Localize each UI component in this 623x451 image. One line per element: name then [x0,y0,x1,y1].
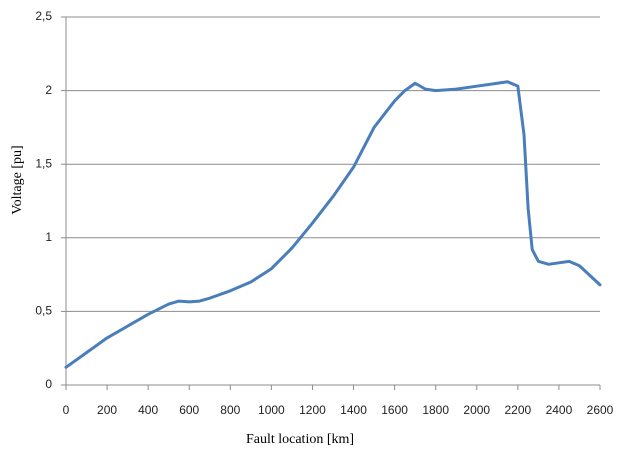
x-tick-label: 200 [97,403,117,417]
y-tick-label: 2,5 [35,9,52,23]
x-tick-label: 1600 [381,403,408,417]
x-tick-label: 1200 [299,403,326,417]
y-tick-label: 0,5 [35,304,52,318]
x-axis-title: Fault location [km] [246,432,354,447]
x-tick-label: 400 [138,403,158,417]
x-tick-label: 1800 [422,403,449,417]
y-tick-label: 1,5 [35,156,52,170]
y-tick-label: 1 [45,230,52,244]
x-tick-label: 2000 [463,403,490,417]
data-line [64,80,602,369]
y-tick-label: 2 [45,83,52,97]
x-tick-label: 1400 [340,403,367,417]
x-tick-label: 600 [179,403,199,417]
x-tick-label: 1000 [258,403,285,417]
y-tick-label: 0 [45,377,52,391]
x-tick-label: 800 [220,403,240,417]
x-tick-label: 0 [63,403,70,417]
x-tick-label: 2200 [504,403,531,417]
x-tick-label: 2600 [587,403,614,417]
y-axis-title: Voltage [pu] [10,145,25,214]
x-tick-label: 2400 [546,403,573,417]
